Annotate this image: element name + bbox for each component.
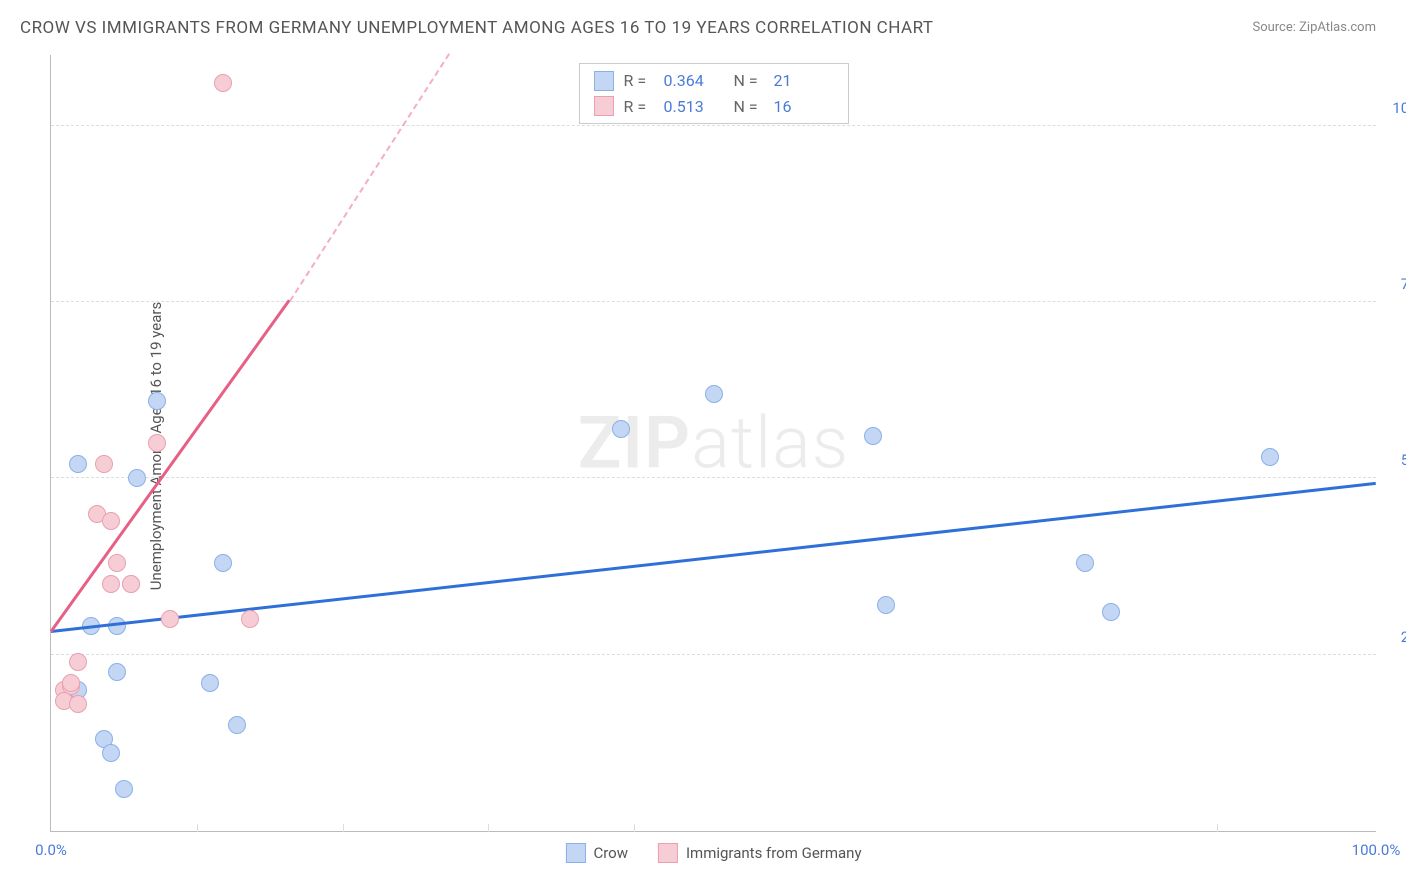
- legend-r-value: 0.513: [664, 94, 724, 120]
- watermark-bold: ZIP: [578, 401, 691, 486]
- legend-correlation: R = 0.364 N = 21 R = 0.513 N = 16: [579, 63, 849, 124]
- legend-swatch: [565, 843, 585, 863]
- y-tick-label: 50.0%: [1401, 451, 1406, 469]
- legend-r-label: R =: [624, 94, 654, 120]
- gridline-vertical: [1217, 824, 1218, 832]
- data-point: [108, 554, 126, 572]
- data-point: [241, 610, 259, 628]
- legend-row: R = 0.513 N = 16: [594, 94, 834, 120]
- data-point: [102, 575, 120, 593]
- data-point: [705, 385, 723, 403]
- legend-r-label: R =: [624, 68, 654, 94]
- data-point: [214, 554, 232, 572]
- legend-label: Immigrants from Germany: [686, 844, 862, 862]
- legend-series: Crow Immigrants from Germany: [565, 843, 861, 863]
- x-tick-label: 100.0%: [1352, 841, 1401, 859]
- chart-title: CROW VS IMMIGRANTS FROM GERMANY UNEMPLOY…: [20, 18, 934, 38]
- data-point: [102, 744, 120, 762]
- data-point: [69, 653, 87, 671]
- legend-swatch: [658, 843, 678, 863]
- data-point: [95, 455, 113, 473]
- data-point: [1261, 448, 1279, 466]
- data-point: [148, 392, 166, 410]
- legend-item: Immigrants from Germany: [658, 843, 862, 863]
- y-tick-label: 25.0%: [1401, 628, 1406, 646]
- data-point: [108, 663, 126, 681]
- gridline-horizontal: [51, 301, 1376, 302]
- legend-row: R = 0.364 N = 21: [594, 68, 834, 94]
- legend-n-label: N =: [734, 68, 764, 94]
- data-point: [612, 420, 630, 438]
- legend-label: Crow: [593, 844, 628, 862]
- legend-n-value: 21: [774, 68, 834, 94]
- gridline-horizontal: [51, 654, 1376, 655]
- data-point: [69, 455, 87, 473]
- legend-r-value: 0.364: [664, 68, 724, 94]
- data-point: [877, 596, 895, 614]
- gridline-horizontal: [51, 477, 1376, 478]
- trend-line-dashed: [289, 53, 450, 301]
- data-point: [228, 716, 246, 734]
- data-point: [122, 575, 140, 593]
- data-point: [864, 427, 882, 445]
- chart-plot-area: ZIPatlas 25.0%50.0%75.0%100.0%0.0%100.0%…: [50, 55, 1376, 832]
- data-point: [115, 780, 133, 798]
- data-point: [128, 469, 146, 487]
- data-point: [62, 674, 80, 692]
- source-label: Source: ZipAtlas.com: [1252, 20, 1376, 35]
- gridline-vertical: [488, 824, 489, 832]
- watermark-light: atlas: [691, 401, 849, 486]
- data-point: [201, 674, 219, 692]
- data-point: [214, 74, 232, 92]
- legend-item: Crow: [565, 843, 628, 863]
- gridline-horizontal: [51, 125, 1376, 126]
- legend-swatch: [594, 96, 614, 116]
- data-point: [102, 512, 120, 530]
- data-point: [148, 434, 166, 452]
- legend-swatch: [594, 71, 614, 91]
- x-tick-label: 0.0%: [35, 841, 67, 859]
- data-point: [108, 617, 126, 635]
- watermark: ZIPatlas: [578, 401, 850, 486]
- gridline-vertical: [634, 824, 635, 832]
- legend-n-label: N =: [734, 94, 764, 120]
- data-point: [69, 695, 87, 713]
- data-point: [1076, 554, 1094, 572]
- gridline-vertical: [197, 824, 198, 832]
- legend-n-value: 16: [774, 94, 834, 120]
- y-tick-label: 75.0%: [1401, 275, 1406, 293]
- gridline-vertical: [343, 824, 344, 832]
- data-point: [161, 610, 179, 628]
- data-point: [1102, 603, 1120, 621]
- y-tick-label: 100.0%: [1392, 99, 1406, 117]
